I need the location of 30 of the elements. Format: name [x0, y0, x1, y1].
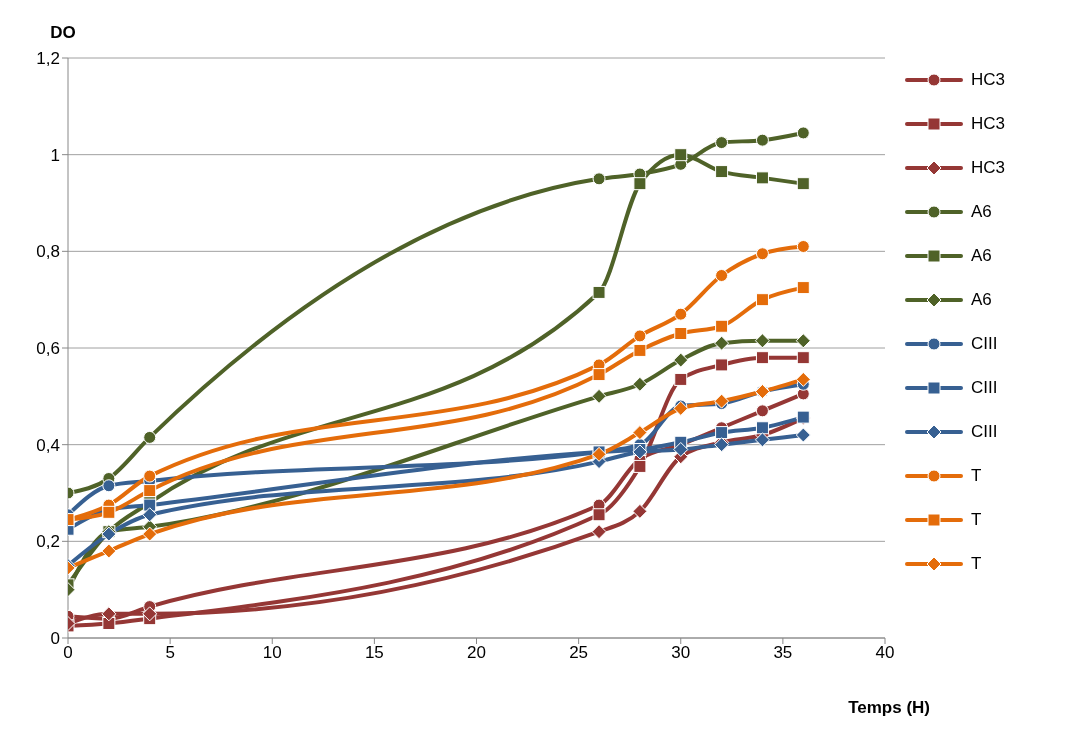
legend-label: T	[971, 466, 982, 486]
y-tick-label: 0,6	[36, 339, 60, 359]
legend-label: CIII	[971, 334, 998, 354]
legend-label: T	[971, 510, 982, 530]
legend-label: T	[971, 554, 982, 574]
legend-label: CIII	[971, 378, 998, 398]
x-axis-title: Temps (H)	[848, 698, 930, 717]
x-tick-label: 0	[63, 643, 73, 663]
y-tick-label: 1,2	[36, 49, 60, 69]
x-tick-label: 35	[773, 643, 793, 663]
y-tick-label: 0	[50, 629, 60, 649]
legend-label: CIII	[971, 422, 998, 442]
legend-label: A6	[971, 290, 992, 310]
legend-label: A6	[971, 202, 992, 222]
y-tick-label: 1	[50, 145, 60, 165]
legend-label: HC3	[971, 70, 1006, 90]
x-tick-label: 25	[569, 643, 589, 663]
y-tick-label: 0,8	[36, 242, 60, 262]
y-tick-label: 0,2	[36, 532, 60, 552]
y-tick-label: 0,4	[36, 435, 60, 455]
x-tick-label: 30	[671, 643, 691, 663]
y-axis-title: DO	[50, 23, 76, 42]
x-tick-label: 40	[875, 643, 895, 663]
x-tick-label: 10	[262, 643, 282, 663]
legend-label: A6	[971, 246, 992, 266]
legend-label: HC3	[971, 114, 1006, 134]
x-tick-label: 20	[467, 643, 486, 663]
legend-label: HC3	[971, 158, 1006, 178]
x-tick-label: 5	[165, 643, 175, 663]
x-tick-label: 15	[364, 643, 384, 663]
